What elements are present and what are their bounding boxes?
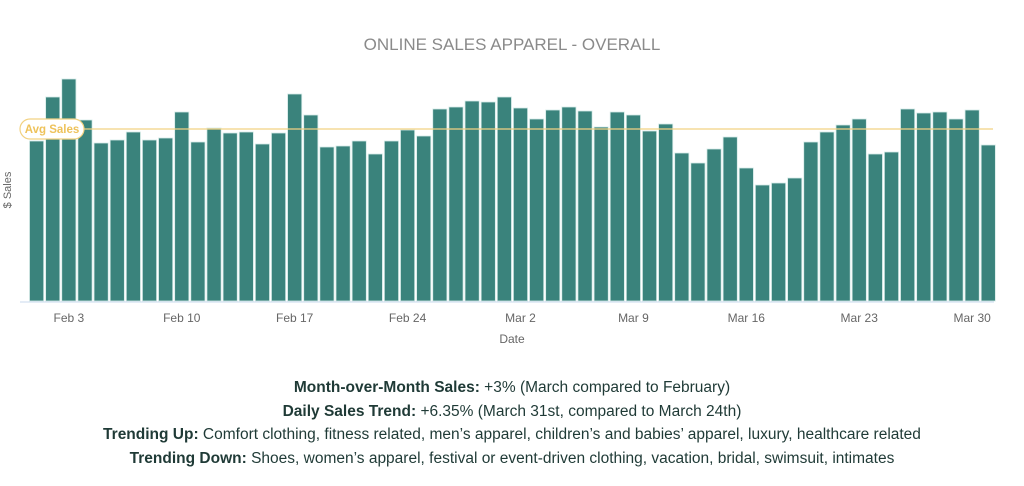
bar <box>61 78 77 302</box>
sales-bar-chart: ONLINE SALES APPAREL - OVERALL Feb 3 Feb … <box>2 35 996 346</box>
avg-sales-badge <box>19 118 85 140</box>
bar <box>738 167 754 302</box>
bar <box>238 131 254 302</box>
y-axis-label: $ Sales <box>2 171 14 208</box>
bar <box>109 139 125 302</box>
bar <box>206 127 222 302</box>
bar <box>754 184 770 302</box>
bar <box>142 139 158 302</box>
bar <box>771 182 787 302</box>
bar <box>335 145 351 302</box>
bar <box>464 100 480 302</box>
bar <box>609 111 625 302</box>
bar <box>480 101 496 302</box>
bar <box>125 131 141 302</box>
bar <box>980 144 996 302</box>
bar <box>964 109 980 302</box>
x-axis-label: Date <box>499 332 525 346</box>
bar <box>93 142 109 302</box>
bar <box>787 177 803 302</box>
x-tick-label: Feb 3 <box>54 311 85 325</box>
bar <box>658 123 674 302</box>
x-tick-label: Mar 2 <box>505 311 536 325</box>
bar <box>351 140 367 302</box>
bar <box>577 110 593 302</box>
bar <box>222 132 238 302</box>
avg-sales-label: Avg Sales <box>25 124 80 136</box>
bar <box>803 141 819 302</box>
x-tick-label: Feb 10 <box>163 311 201 325</box>
bar <box>45 96 61 302</box>
bar <box>432 108 448 302</box>
note-text: Comfort clothing, fitness related, men’s… <box>198 426 921 443</box>
bar <box>529 118 545 302</box>
bar <box>448 106 464 302</box>
bar <box>932 111 948 302</box>
bar <box>948 118 964 302</box>
note-label: Trending Down: <box>129 449 247 467</box>
bar <box>383 140 399 302</box>
bar <box>190 141 206 302</box>
x-tick-label: Feb 24 <box>389 311 427 325</box>
bar <box>29 140 45 302</box>
bar <box>400 129 416 302</box>
x-tick-label: Mar 16 <box>728 311 766 325</box>
note-text: +3% (March compared to February) <box>479 379 731 396</box>
bar <box>900 108 916 302</box>
x-tick-label: Feb 17 <box>276 311 314 325</box>
note-label: Trending Up: <box>103 426 199 443</box>
sales-notes: Month-over-Month Sales: +3% (March compa… <box>0 376 1024 470</box>
bar <box>593 126 609 302</box>
note-trending-down: Trending Down: Shoes, women’s apparel, f… <box>0 447 1024 471</box>
note-trending-up: Trending Up: Comfort clothing, fitness r… <box>0 423 1024 447</box>
x-tick-label: Mar 30 <box>953 311 991 325</box>
note-text: Shoes, women’s apparel, festival or even… <box>246 449 895 467</box>
note-mom-sales: Month-over-Month Sales: +3% (March compa… <box>0 376 1024 400</box>
bar <box>77 119 93 302</box>
bar <box>674 152 690 302</box>
bar <box>174 111 190 302</box>
note-daily-trend: Daily Sales Trend: +6.35% (March 31st, c… <box>0 400 1024 424</box>
bar <box>851 118 867 302</box>
bar <box>254 143 270 302</box>
bar <box>367 153 383 302</box>
bar <box>642 130 658 302</box>
note-text: +6.35% (March 31st, compared to March 24… <box>416 402 742 420</box>
bar <box>496 96 512 302</box>
bar <box>416 135 432 302</box>
bar <box>916 112 932 302</box>
bar <box>722 136 738 302</box>
bar <box>561 106 577 302</box>
note-label: Month-over-Month Sales: <box>293 379 480 396</box>
bar <box>271 132 287 302</box>
bar <box>513 107 529 302</box>
bar <box>867 153 883 302</box>
x-tick-label: Mar 9 <box>618 311 649 325</box>
bar <box>545 109 561 302</box>
bar <box>706 148 722 302</box>
bar <box>625 114 641 302</box>
bar <box>287 93 303 302</box>
bar <box>158 137 174 302</box>
bar <box>819 131 835 302</box>
bar <box>303 114 319 302</box>
note-label: Daily Sales Trend: <box>282 402 417 420</box>
x-tick-label: Mar 23 <box>841 311 879 325</box>
bar <box>319 146 335 302</box>
chart-title: ONLINE SALES APPAREL - OVERALL <box>364 35 661 54</box>
bar <box>835 124 851 302</box>
bar <box>883 151 899 302</box>
bar <box>690 162 706 302</box>
